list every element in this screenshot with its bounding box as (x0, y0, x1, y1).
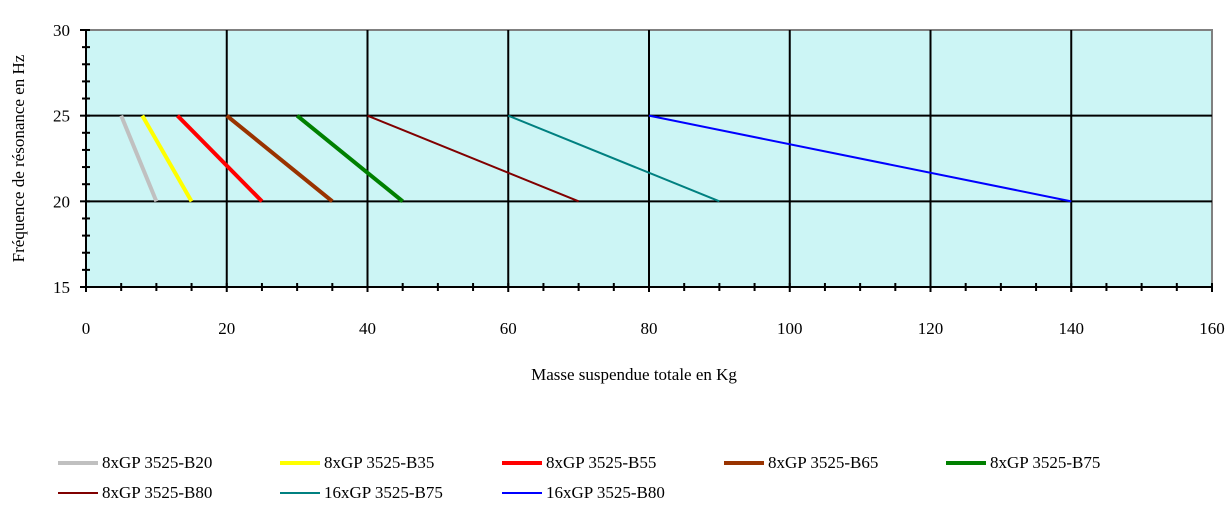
series-line-7 (648, 114, 1072, 203)
legend-swatch (502, 461, 542, 465)
x-tick-label: 100 (777, 319, 803, 338)
series-line-0 (119, 114, 159, 203)
x-tick-label: 20 (218, 319, 235, 338)
legend-label: 8xGP 3525-B35 (324, 453, 435, 472)
series-line-5 (367, 114, 580, 203)
series-line-6 (507, 114, 720, 203)
x-tick-label: 140 (1059, 319, 1085, 338)
legend-label: 8xGP 3525-B55 (546, 453, 657, 472)
x-tick-label: 120 (918, 319, 944, 338)
legend-item: 8xGP 3525-B80 (58, 483, 280, 503)
legend-row: 8xGP 3525-B80 16xGP 3525-B75 16xGP 3525-B8… (58, 478, 1208, 508)
legend-swatch (58, 492, 98, 494)
legend-swatch (724, 461, 764, 465)
legend-swatch (58, 461, 98, 465)
legend-swatch (280, 492, 320, 494)
y-tick-label: 30 (53, 21, 70, 40)
y-axis-title: Fréquence de résonance en Hz (9, 54, 28, 262)
series-lines (119, 114, 1072, 203)
legend-label: 8xGP 3525-B65 (768, 453, 879, 472)
x-tick-label: 0 (82, 319, 91, 338)
legend-item: 8xGP 3525-B65 (724, 453, 946, 473)
legend-label: 16xGP 3525-B80 (546, 483, 665, 502)
legend-label: 8xGP 3525-B80 (102, 483, 213, 502)
y-tick-labels: 15 20 25 30 (53, 21, 70, 297)
series-line-2 (176, 114, 264, 203)
x-tick-label: 160 (1199, 319, 1225, 338)
x-tick-label: 60 (500, 319, 517, 338)
legend-item: 16xGP 3525-B75 (280, 483, 502, 503)
legend: 8xGP 3525-B20 8xGP 3525-B35 8xGP 3525-B55 8… (58, 448, 1208, 508)
series-line-3 (225, 114, 334, 203)
y-tick-label: 25 (53, 107, 70, 126)
legend-item: 8xGP 3525-B20 (58, 453, 280, 473)
series-line-1 (140, 114, 194, 203)
legend-item: 8xGP 3525-B55 (502, 453, 724, 473)
legend-item: 8xGP 3525-B75 (946, 453, 1168, 473)
legend-swatch (946, 461, 986, 465)
legend-item: 16xGP 3525-B80 (502, 483, 724, 503)
y-tick-label: 20 (53, 192, 70, 211)
y-tick-label: 15 (53, 278, 70, 297)
legend-swatch (280, 461, 320, 465)
legend-row: 8xGP 3525-B20 8xGP 3525-B35 8xGP 3525-B55 8… (58, 448, 1208, 478)
legend-label: 8xGP 3525-B75 (990, 453, 1101, 472)
x-tick-label: 80 (641, 319, 658, 338)
x-tick-labels: 0 20 40 60 80 100 120 140 160 (82, 319, 1225, 338)
legend-swatch (502, 492, 542, 494)
legend-label: 8xGP 3525-B20 (102, 453, 213, 472)
legend-item: 8xGP 3525-B35 (280, 453, 502, 473)
legend-label: 16xGP 3525-B75 (324, 483, 443, 502)
x-axis-title: Masse suspendue totale en Kg (531, 365, 737, 384)
x-tick-label: 40 (359, 319, 376, 338)
series-line-4 (295, 114, 404, 203)
